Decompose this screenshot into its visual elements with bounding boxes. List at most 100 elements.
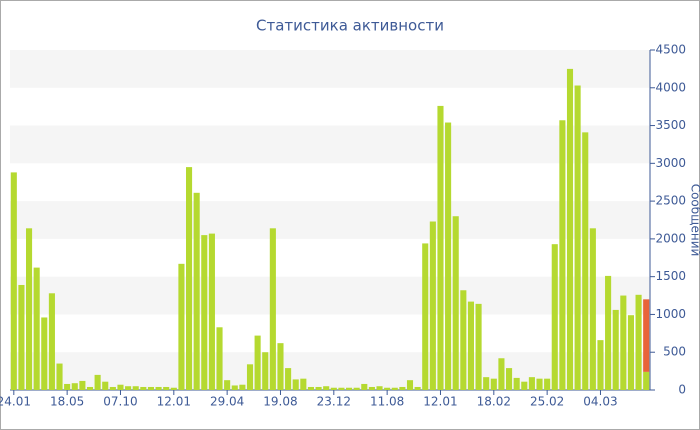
bar xyxy=(239,384,246,390)
bar xyxy=(414,386,421,390)
bar xyxy=(406,380,414,390)
bar xyxy=(56,363,63,390)
grid-band xyxy=(10,201,650,239)
grid-band xyxy=(10,352,650,390)
x-tick-label: 18.02 xyxy=(477,395,511,409)
y-tick-label: 3500 xyxy=(655,118,686,132)
bar xyxy=(277,343,284,390)
bar xyxy=(10,172,17,390)
bar xyxy=(64,383,71,390)
x-tick-label: 29.04 xyxy=(210,395,244,409)
bar xyxy=(262,352,269,390)
bar xyxy=(513,377,520,390)
bar xyxy=(574,85,581,390)
bar xyxy=(498,358,505,390)
y-tick-label: 1500 xyxy=(655,269,686,283)
bar xyxy=(536,378,543,390)
bar xyxy=(246,364,254,390)
x-tick-label: 12.01 xyxy=(157,395,191,409)
bar xyxy=(125,386,132,390)
bar xyxy=(490,378,497,390)
bar xyxy=(391,387,398,390)
bar xyxy=(231,385,238,390)
x-tick-label: 04.03 xyxy=(583,395,617,409)
bar xyxy=(582,132,589,390)
bar xyxy=(315,386,322,390)
x-tick-label: 11.08 xyxy=(370,395,404,409)
bar xyxy=(528,377,535,390)
bar xyxy=(41,317,48,390)
x-tick-label: 24.01 xyxy=(0,395,31,409)
bar xyxy=(605,275,612,390)
bar xyxy=(300,378,307,390)
bar xyxy=(216,327,223,390)
bar xyxy=(330,387,337,390)
bar xyxy=(589,228,596,390)
bar xyxy=(445,122,452,391)
grid-band xyxy=(10,276,650,315)
bar xyxy=(559,120,566,391)
y-tick-label: 3000 xyxy=(655,156,686,170)
bar xyxy=(521,381,528,390)
bar xyxy=(323,386,330,390)
bar xyxy=(483,377,490,390)
bar xyxy=(109,386,116,390)
bar xyxy=(48,293,55,390)
bar xyxy=(292,379,299,390)
bar xyxy=(33,267,40,390)
y-tick-label: 2000 xyxy=(655,231,686,245)
bar xyxy=(452,216,459,390)
bar xyxy=(193,192,200,390)
y-axis-title: Сообщений xyxy=(689,184,700,257)
bar xyxy=(643,371,650,390)
bar xyxy=(346,387,353,390)
bar xyxy=(201,235,208,390)
bar xyxy=(460,290,467,390)
bar xyxy=(186,167,193,390)
bar xyxy=(376,386,383,390)
bar xyxy=(71,383,78,390)
bar xyxy=(147,386,154,390)
bar xyxy=(102,381,109,390)
bar xyxy=(132,386,139,390)
bar xyxy=(86,386,94,390)
bar xyxy=(79,380,86,390)
bar xyxy=(368,386,375,390)
x-tick-label: 25.02 xyxy=(530,395,564,409)
bar xyxy=(429,221,436,390)
bar xyxy=(307,386,314,390)
bar xyxy=(361,383,368,390)
y-tick-label: 1000 xyxy=(655,307,686,321)
bar xyxy=(627,315,634,390)
bar xyxy=(224,380,231,390)
bar xyxy=(140,386,147,390)
bar xyxy=(155,386,162,390)
bar xyxy=(643,299,650,372)
bar xyxy=(170,387,177,390)
y-tick-label: 0 xyxy=(678,383,686,397)
bar xyxy=(467,301,474,390)
y-tick-label: 4000 xyxy=(655,80,686,94)
bar xyxy=(353,387,360,390)
x-tick-label: 18.05 xyxy=(50,395,84,409)
chart-title: Статистика активности xyxy=(256,17,444,35)
bar xyxy=(612,309,619,390)
bar xyxy=(384,387,391,390)
bar xyxy=(285,368,292,390)
bar xyxy=(163,386,170,390)
x-tick-label: 23.12 xyxy=(317,395,351,409)
y-tick-label: 500 xyxy=(663,345,686,359)
bar xyxy=(620,295,627,390)
bar xyxy=(437,105,444,391)
bar xyxy=(475,303,482,390)
y-tick-label: 2500 xyxy=(655,194,686,208)
bar xyxy=(208,233,215,390)
x-tick-label: 07.10 xyxy=(103,395,137,409)
bar xyxy=(635,294,642,390)
bar xyxy=(544,378,551,390)
bar xyxy=(117,384,124,390)
bar xyxy=(422,243,429,390)
x-tick-label: 19.08 xyxy=(263,395,297,409)
bar xyxy=(566,68,574,390)
